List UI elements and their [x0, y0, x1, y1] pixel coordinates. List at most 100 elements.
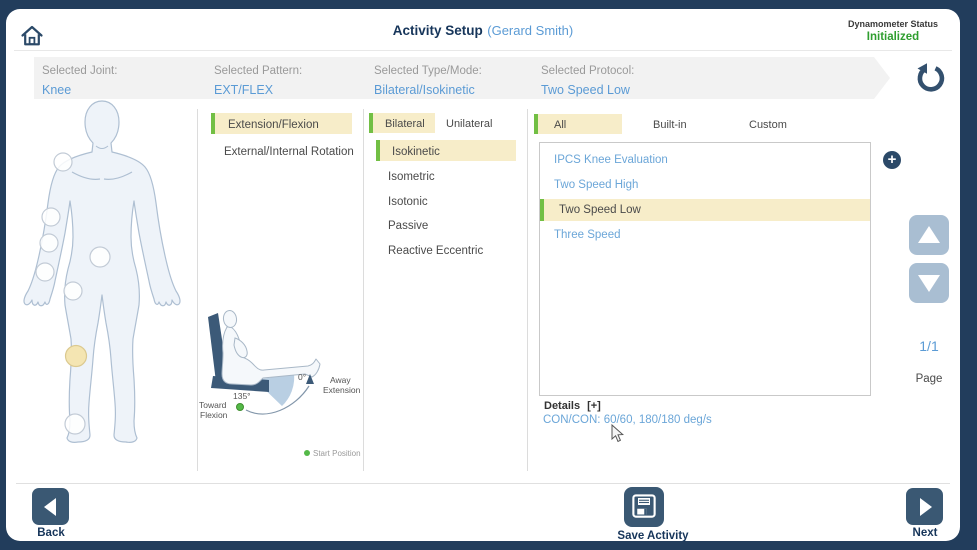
start-position-dot: [236, 403, 244, 411]
header-divider: [14, 50, 952, 51]
seated-person-arm: [233, 337, 248, 359]
body-joint-diagram[interactable]: [10, 95, 195, 455]
protocol-item-ipcs-knee-evaluation[interactable]: IPCS Knee Evaluation: [554, 154, 668, 166]
back-button[interactable]: [32, 488, 69, 525]
arrow-right-icon: [906, 495, 943, 519]
selected-pattern: Selected Pattern: EXT/FLEX: [214, 63, 302, 100]
plus-icon: +: [887, 151, 897, 168]
next-button-label: Next: [912, 527, 938, 539]
save-activity-button[interactable]: [624, 487, 664, 527]
tab-all-label: All: [554, 119, 567, 131]
details-label: Details: [544, 400, 581, 412]
mode-item-label: Isokinetic: [392, 146, 440, 158]
reset-button[interactable]: [912, 60, 948, 96]
angle-extension-label: 0°: [298, 372, 306, 382]
save-icon: [624, 491, 664, 521]
tab-built-in[interactable]: Built-in: [653, 114, 687, 134]
page-down-button[interactable]: [909, 263, 949, 303]
add-protocol-button[interactable]: +: [883, 151, 901, 169]
divider-1: [197, 109, 198, 471]
page-indicator: 1/1: [919, 338, 939, 354]
legend-start-label: Start Position: [313, 449, 361, 458]
save-activity-label: Save Activity: [617, 530, 689, 542]
home-icon: [20, 25, 44, 52]
mode-item-label: Passive: [388, 220, 429, 232]
patient-name: (Gerard Smith): [487, 23, 574, 38]
toward-label-1: Toward: [199, 400, 227, 410]
pattern-item-external-internal-rotation[interactable]: External/Internal Rotation: [224, 140, 354, 161]
details-header: Details [+]: [544, 400, 601, 412]
mode-item-isometric[interactable]: Isometric: [388, 165, 518, 186]
joint-knee-selected: [64, 344, 88, 368]
page-title-text: Activity Setup: [392, 23, 483, 38]
selected-protocol-value: Two Speed Low: [541, 82, 630, 97]
chevron-down-icon: [909, 271, 949, 295]
selected-pattern-label: Selected Pattern:: [214, 65, 303, 77]
toward-label-2: Flexion: [200, 410, 228, 420]
selection-summary-bar: Selected Joint: Knee Selected Pattern: E…: [34, 57, 890, 99]
mode-item-isokinetic[interactable]: Isokinetic: [376, 140, 516, 161]
tab-unilateral[interactable]: Unilateral: [446, 113, 492, 133]
selected-type-mode-value: Bilateral/Isokinetic: [374, 82, 475, 97]
pattern-item-label: External/Internal Rotation: [224, 146, 354, 158]
mode-item-isotonic[interactable]: Isotonic: [388, 190, 518, 211]
status-label: Dynamometer Status: [847, 19, 938, 29]
pattern-item-extension-flexion[interactable]: Extension/Flexion: [211, 113, 352, 134]
tab-unilateral-label: Unilateral: [446, 118, 493, 130]
tab-bilateral-label: Bilateral: [385, 118, 425, 130]
away-label-2: Extension: [323, 385, 361, 395]
joint-hip: [63, 281, 83, 301]
footer-divider: [16, 483, 950, 484]
tab-all[interactable]: All: [534, 114, 622, 134]
mode-item-label: Isometric: [388, 171, 435, 183]
selected-pattern-value: EXT/FLEX: [214, 82, 274, 97]
selected-type-mode: Selected Type/Mode: Bilateral/Isokinetic: [374, 63, 482, 100]
legend-start-dot: [304, 450, 310, 456]
mode-item-passive[interactable]: Passive: [388, 214, 518, 235]
back-button-label: Back: [37, 527, 65, 539]
selected-joint-label: Selected Joint:: [42, 65, 118, 77]
seated-person-head: [222, 310, 238, 328]
page-title: Activity Setup (Gerard Smith): [6, 22, 960, 40]
tab-bilateral[interactable]: Bilateral: [369, 113, 435, 133]
home-button[interactable]: [20, 24, 44, 48]
chevron-up-icon: [909, 223, 949, 247]
joint-forearm: [39, 233, 59, 253]
arrow-left-icon: [32, 495, 69, 519]
dynamometer-status: Dynamometer Status Initialized: [848, 19, 938, 45]
reset-icon: [912, 63, 948, 100]
joint-shoulder: [53, 152, 73, 172]
protocol-item-two-speed-low[interactable]: Two Speed Low: [540, 199, 870, 221]
selected-protocol-label: Selected Protocol:: [541, 65, 635, 77]
rom-arc: [245, 385, 310, 415]
main-panel: Activity Setup (Gerard Smith) Dynamomete…: [6, 9, 960, 542]
divider-3: [527, 109, 528, 471]
joint-wrist: [35, 262, 55, 282]
divider-2: [363, 109, 364, 471]
body-silhouette: [23, 100, 181, 443]
status-value: Initialized: [866, 31, 920, 44]
away-label-1: Away: [330, 375, 351, 385]
cursor-icon: [611, 423, 625, 448]
tab-built-in-label: Built-in: [653, 119, 687, 131]
mode-item-label: Isotonic: [388, 196, 428, 208]
selected-joint: Selected Joint: Knee: [42, 63, 117, 100]
joint-ankle: [64, 413, 86, 435]
details-expand-toggle[interactable]: [+]: [587, 400, 601, 412]
protocol-item-three-speed[interactable]: Three Speed: [554, 229, 621, 241]
page-up-button[interactable]: [909, 215, 949, 255]
protocol-item-two-speed-high[interactable]: Two Speed High: [554, 179, 639, 191]
next-button[interactable]: [906, 488, 943, 525]
tab-custom[interactable]: Custom: [749, 114, 787, 134]
pattern-item-label: Extension/Flexion: [228, 119, 319, 131]
rom-arc-arrowhead: [306, 374, 314, 384]
joint-elbow: [41, 207, 61, 227]
angle-flexion-label: 135°: [233, 391, 251, 401]
tab-custom-label: Custom: [749, 119, 787, 131]
mode-item-reactive-eccentric[interactable]: Reactive Eccentric: [388, 239, 518, 260]
selected-joint-value: Knee: [42, 82, 72, 97]
protocol-list: IPCS Knee Evaluation Two Speed High Two …: [539, 142, 871, 396]
joint-hip-center: [89, 246, 111, 268]
page-indicator-label: Page: [915, 373, 943, 385]
